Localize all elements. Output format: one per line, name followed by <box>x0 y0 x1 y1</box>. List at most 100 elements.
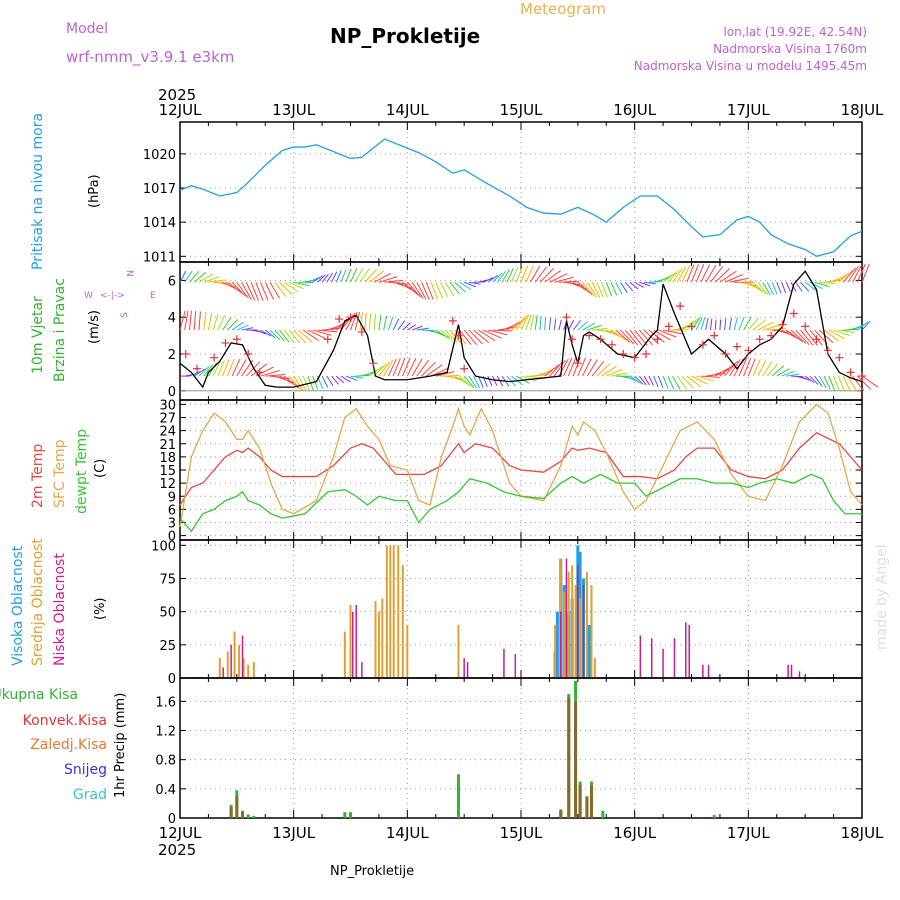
x-tick-bottom: 12JUL <box>159 824 202 842</box>
wind-arrow <box>620 281 628 293</box>
wind-arrow <box>345 268 352 283</box>
lonlat: lon,lat (19.92E, 42.54N) <box>723 25 867 39</box>
wind-arrow <box>477 375 484 388</box>
year-top: 2025 <box>158 86 196 104</box>
wind-arrow <box>823 375 831 390</box>
wind-arrow <box>421 282 430 300</box>
wind-arrow <box>786 373 800 377</box>
cloud-bar-low <box>662 648 664 678</box>
cloud-bar-mid <box>381 598 384 678</box>
wind-arrow <box>397 357 406 377</box>
wind-arrow <box>738 357 748 377</box>
wind-arrow <box>781 282 787 293</box>
cloud-bar-low <box>503 648 505 678</box>
wind-arrow <box>378 314 382 331</box>
wind-arrow <box>743 358 752 377</box>
wind-arrow <box>359 268 371 283</box>
wind-arrow <box>298 329 313 343</box>
wind-arrow <box>454 281 466 293</box>
wind-arrow <box>695 317 703 331</box>
wind-arrow <box>392 318 400 331</box>
wind-arrow <box>856 375 872 390</box>
gust-marker <box>846 368 855 377</box>
meteogram-label: Meteogram <box>520 0 606 18</box>
gust-marker <box>823 346 832 355</box>
y-tick-label: 0.8 <box>155 754 176 769</box>
wind-arrow <box>629 375 642 384</box>
wind-arrow <box>596 363 611 377</box>
y-tick-label: 12 <box>159 477 176 492</box>
wind-arrow <box>189 271 200 283</box>
wind-arrow <box>331 271 338 283</box>
wind-arrow <box>260 282 269 301</box>
wind-arrow <box>369 366 383 377</box>
wind-arrow <box>335 375 345 384</box>
wind-arrow <box>695 263 705 283</box>
y-tick-label: 25 <box>159 639 176 654</box>
wind-arrow <box>686 264 695 283</box>
wind-arrow <box>203 364 214 377</box>
wind-arrow <box>345 312 356 331</box>
wind-arrow <box>572 320 582 331</box>
wind-arrow <box>591 327 608 331</box>
wind-arrow <box>227 281 244 295</box>
wind-arrow <box>468 329 483 345</box>
gust-marker <box>676 302 685 311</box>
gust-marker <box>460 364 469 373</box>
wind-arrow <box>828 375 836 391</box>
wind-arrow <box>217 315 226 331</box>
y-tick-label: 1.2 <box>155 725 176 740</box>
wind-arrow <box>676 266 687 283</box>
y-tick-label: 0 <box>168 812 176 827</box>
wind-arrow <box>222 316 232 331</box>
gust-marker <box>710 331 719 340</box>
wind-arrow <box>279 329 290 343</box>
wind-arrow <box>231 321 244 331</box>
wind-arrow <box>657 375 664 388</box>
gust-marker <box>335 315 344 324</box>
wind-arrow <box>567 357 577 377</box>
wind-arrow <box>454 375 470 386</box>
wind-arrow <box>842 267 856 283</box>
wind-arrow <box>368 313 372 331</box>
y-tick-label: 75 <box>159 572 176 587</box>
wind-arrow <box>549 273 568 283</box>
cloud-bar-low <box>514 654 517 678</box>
gust-marker <box>664 322 673 331</box>
wind-arrow <box>250 363 268 377</box>
wind-arrow <box>639 281 651 287</box>
wind-arrow <box>340 269 347 283</box>
cloud-bar-low <box>230 644 232 678</box>
cloud-bar-mid <box>389 545 392 678</box>
wind-arrow <box>492 272 503 283</box>
wind-arrow <box>681 375 694 389</box>
y-tick-label: 1014 <box>143 216 176 231</box>
gust-marker <box>369 359 378 368</box>
wind-arrow <box>563 357 573 377</box>
cloud-bar-low <box>790 664 793 678</box>
wind-arrow <box>496 270 507 283</box>
wind-arrow <box>790 329 807 344</box>
wind-arrow <box>549 361 563 377</box>
wind-arrow-row <box>179 263 870 301</box>
wind-arrow <box>383 279 404 283</box>
wind-arrow <box>364 268 377 283</box>
cloud-bar-mid <box>247 664 250 678</box>
cloud-bar-low <box>577 565 579 678</box>
wind-arrow <box>728 359 741 377</box>
wind-arrow <box>312 275 323 283</box>
wind-arrow <box>629 329 643 346</box>
wind-arrow <box>193 368 206 377</box>
wind-arrow <box>648 329 665 343</box>
gust-marker <box>193 364 202 373</box>
wind-arrow <box>757 321 774 331</box>
wind-arrow <box>757 360 767 377</box>
wind-arrow <box>672 375 681 390</box>
wind-arrow <box>530 265 541 283</box>
wind-arrow <box>620 329 635 345</box>
temp-title-1: 2m Temp <box>30 444 46 508</box>
wind-arrow <box>411 325 423 331</box>
wind-arrow <box>198 273 213 283</box>
wind-arrow <box>705 317 709 331</box>
wind-arrow <box>804 329 818 346</box>
